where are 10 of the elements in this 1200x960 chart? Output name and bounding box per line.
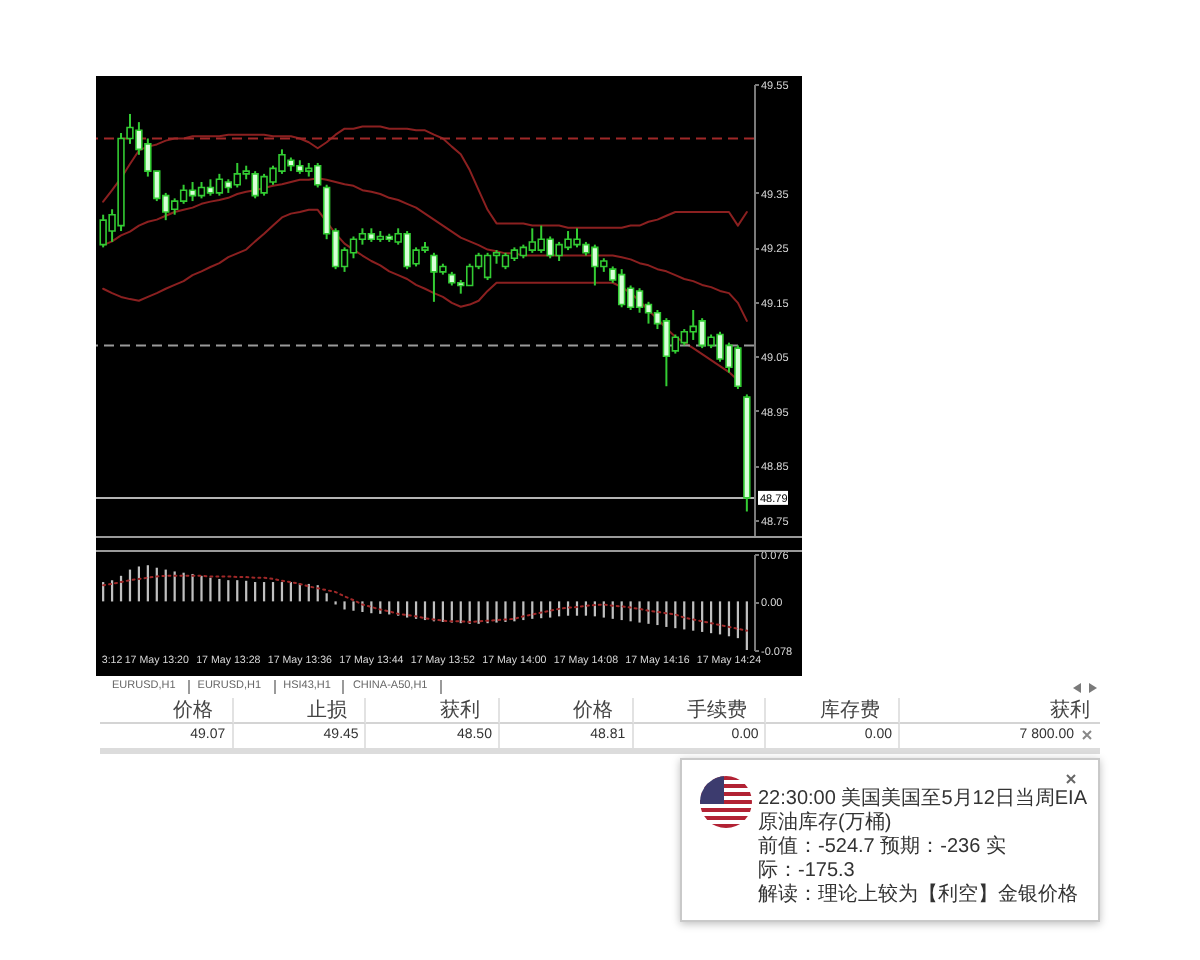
category-label: 手续费	[686, 700, 747, 722]
text: 前值：-524.7 预期：-236 实际：-175.3	[758, 836, 1008, 883]
category-label: 价格	[173, 700, 214, 722]
category-label: 止损	[306, 700, 347, 722]
category-label: 获利	[439, 700, 480, 722]
text: 解读：理论上较为【利空】金银价格	[758, 884, 1080, 908]
category-label: 获利	[1050, 700, 1090, 722]
category-label: 价格	[573, 700, 614, 722]
category-label: 库存费	[819, 700, 880, 722]
text: 22:30:00 美国美国至5月12日当周EIA原油库存(万桶)	[758, 788, 1088, 835]
